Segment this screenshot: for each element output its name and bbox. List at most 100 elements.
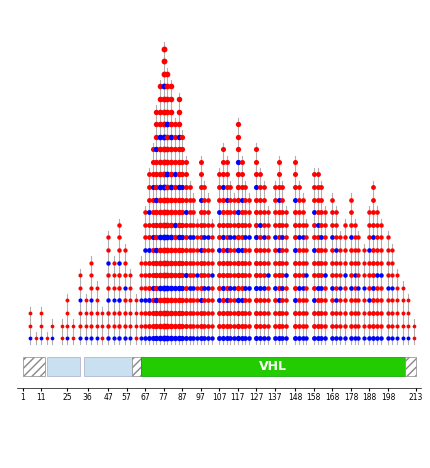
Point <box>138 334 145 342</box>
Point <box>201 221 208 228</box>
Point <box>190 246 197 254</box>
Point <box>223 334 230 342</box>
Point <box>384 246 391 254</box>
Point <box>197 158 204 166</box>
Point <box>216 297 223 304</box>
Point <box>260 246 267 254</box>
Point <box>384 297 391 304</box>
Point <box>145 209 152 216</box>
Point <box>145 221 152 228</box>
Point <box>310 246 317 254</box>
Point <box>164 158 171 166</box>
Point <box>303 221 310 228</box>
Point <box>138 284 145 292</box>
Point <box>283 259 289 266</box>
Point <box>299 221 306 228</box>
Point <box>216 183 223 191</box>
Point <box>264 284 271 292</box>
Point <box>399 297 406 304</box>
Point <box>209 297 215 304</box>
Point <box>260 234 267 241</box>
Point <box>182 297 189 304</box>
Point <box>318 246 325 254</box>
Point <box>190 221 197 228</box>
Point <box>310 209 317 216</box>
Point <box>197 171 204 178</box>
Point <box>405 334 412 342</box>
Point <box>374 209 381 216</box>
Point <box>279 246 286 254</box>
Point <box>142 271 149 279</box>
Point <box>257 284 264 292</box>
Point <box>205 209 212 216</box>
Point <box>264 221 271 228</box>
Point <box>388 284 395 292</box>
Point <box>257 209 264 216</box>
Point <box>168 120 175 128</box>
Point <box>360 334 367 342</box>
Point <box>164 221 171 228</box>
Point <box>295 196 302 204</box>
Point <box>179 146 186 153</box>
Point <box>110 271 117 279</box>
Point <box>157 322 163 329</box>
Point <box>314 196 321 204</box>
Point <box>355 309 362 317</box>
Point <box>279 334 286 342</box>
Point <box>374 334 381 342</box>
Point <box>168 322 175 329</box>
Point <box>260 271 267 279</box>
Point <box>223 259 230 266</box>
Point <box>333 309 340 317</box>
Point <box>179 284 186 292</box>
Point <box>264 259 271 266</box>
Point <box>138 271 145 279</box>
Point <box>342 234 349 241</box>
Point <box>336 297 343 304</box>
Point <box>411 334 418 342</box>
Point <box>175 183 182 191</box>
Point <box>194 259 200 266</box>
Point <box>257 183 264 191</box>
Point <box>153 271 160 279</box>
Point <box>318 334 325 342</box>
Point <box>246 334 252 342</box>
Point <box>227 196 234 204</box>
Point <box>175 120 182 128</box>
Point <box>264 297 271 304</box>
Point <box>182 183 189 191</box>
Point <box>153 246 160 254</box>
Point <box>145 246 152 254</box>
Point <box>347 284 354 292</box>
Point <box>157 95 163 103</box>
Point <box>264 334 271 342</box>
Point <box>257 246 264 254</box>
Point <box>186 221 193 228</box>
Point <box>93 297 100 304</box>
Point <box>347 234 354 241</box>
Point <box>370 183 377 191</box>
Point <box>104 259 111 266</box>
Point <box>164 171 171 178</box>
Point <box>172 234 178 241</box>
Point <box>303 284 310 292</box>
Bar <box>141 357 405 376</box>
Point <box>238 209 245 216</box>
Point <box>172 284 178 292</box>
Point <box>160 221 167 228</box>
Point <box>157 259 163 266</box>
Point <box>227 259 234 266</box>
Point <box>43 334 50 342</box>
Point <box>149 334 156 342</box>
Point <box>283 221 289 228</box>
Point <box>110 309 117 317</box>
Bar <box>132 357 141 376</box>
Point <box>116 322 123 329</box>
Point <box>366 297 373 304</box>
Point <box>351 259 358 266</box>
Point <box>83 322 89 329</box>
Point <box>186 297 193 304</box>
Point <box>230 284 237 292</box>
Point <box>93 322 100 329</box>
Point <box>175 259 182 266</box>
